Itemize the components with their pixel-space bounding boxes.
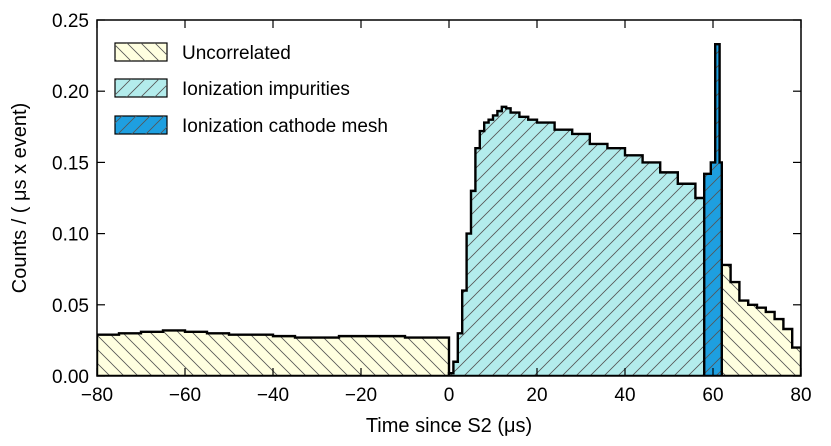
x-tick-label: 20 [526,385,547,406]
y-tick-label: 0.20 [52,82,89,103]
legend-swatch-ionization-impurities-hatch [115,79,167,97]
legend-label-ionization-impurities: Ionization impurities [182,79,350,100]
series-ionization-impurities-main-outline [447,105,706,376]
x-tick-label: −60 [169,385,201,406]
x-tick-label: −20 [345,385,377,406]
legend: Uncorrelated Ionization impurities Ioniz… [114,42,388,137]
series-uncorrelated-tail-outline [720,263,801,376]
x-tick-label: −40 [257,385,289,406]
series-ionization-impurities-main-hatch [449,106,705,376]
legend-swatch-uncorrelated-hatch [115,43,167,61]
legend-label-uncorrelated: Uncorrelated [182,43,291,64]
x-tick-label: 0 [444,385,455,406]
series-layer [97,43,801,376]
x-axis-label: Time since S2 (μs) [366,415,532,437]
y-tick-label: 0.00 [52,367,89,388]
series-uncorrelated-main-outline [97,329,451,376]
x-tick-label: 80 [790,385,811,406]
legend-label-ionization-cathode-mesh: Ionization cathode mesh [182,116,388,137]
y-tick-label: 0.25 [52,11,89,32]
y-tick-label: 0.15 [52,153,89,174]
series-ionization-cathode-mesh-main-outline [703,43,723,376]
series-uncorrelated-tail-hatch [721,264,801,376]
series-uncorrelated-main-hatch [97,330,449,376]
plot-frame [96,19,802,377]
y-tick-label: 0.10 [52,225,89,246]
x-tick-label: −80 [81,385,113,406]
axis-layer: −80 −60 −40 −20 0 20 40 60 80 0.00 0.05 0.10 0.15 0.2… [52,11,812,406]
series-ionization-cathode-mesh-main-hatch [704,44,722,376]
legend-swatch-ionization-cathode-mesh-hatch [115,116,167,134]
y-axis-label: Counts / ( μs x event) [9,103,31,293]
y-tick-label: 0.05 [52,296,89,317]
x-tick-label: 60 [702,385,723,406]
x-tick-label: 40 [614,385,635,406]
